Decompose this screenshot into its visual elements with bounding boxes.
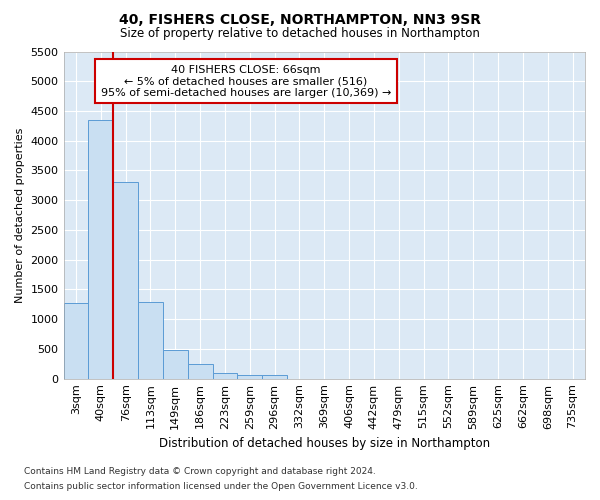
Y-axis label: Number of detached properties: Number of detached properties — [15, 128, 25, 303]
Bar — [262, 375, 287, 378]
Bar — [113, 182, 138, 378]
Bar — [138, 302, 163, 378]
Bar — [64, 302, 88, 378]
Bar — [88, 120, 113, 378]
X-axis label: Distribution of detached houses by size in Northampton: Distribution of detached houses by size … — [159, 437, 490, 450]
Bar — [188, 364, 212, 378]
Text: Contains HM Land Registry data © Crown copyright and database right 2024.: Contains HM Land Registry data © Crown c… — [24, 467, 376, 476]
Bar — [163, 350, 188, 378]
Bar — [212, 372, 238, 378]
Text: Contains public sector information licensed under the Open Government Licence v3: Contains public sector information licen… — [24, 482, 418, 491]
Text: Size of property relative to detached houses in Northampton: Size of property relative to detached ho… — [120, 28, 480, 40]
Bar — [238, 374, 262, 378]
Text: 40, FISHERS CLOSE, NORTHAMPTON, NN3 9SR: 40, FISHERS CLOSE, NORTHAMPTON, NN3 9SR — [119, 12, 481, 26]
Text: 40 FISHERS CLOSE: 66sqm
← 5% of detached houses are smaller (516)
95% of semi-de: 40 FISHERS CLOSE: 66sqm ← 5% of detached… — [101, 64, 391, 98]
